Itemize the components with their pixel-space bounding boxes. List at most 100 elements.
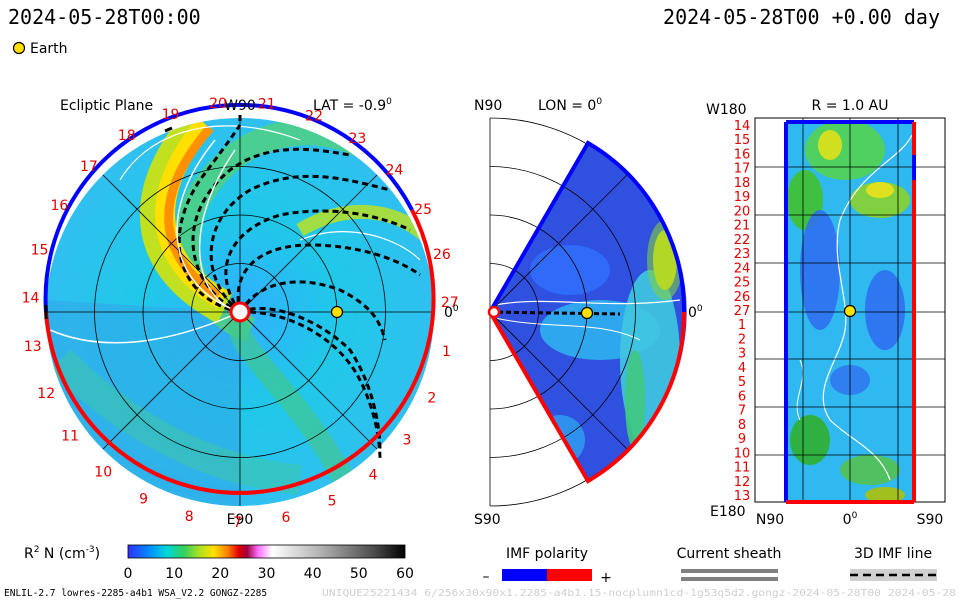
meridional-panel: N90 LON = 00 S90 00 bbox=[474, 97, 703, 528]
ecliptic-sector-labels: 20 21222324252627123456789101112131415161… bbox=[22, 96, 459, 531]
colorbar-tick-label: 30 bbox=[258, 566, 276, 582]
ecliptic-lat-label: LAT = -0.90 bbox=[313, 97, 392, 114]
radial-y-label: 8 bbox=[738, 418, 746, 433]
radial-y-label: 18 bbox=[734, 176, 751, 191]
ecliptic-sector-label: 22 bbox=[305, 109, 323, 125]
ecliptic-title: Ecliptic Plane bbox=[60, 98, 153, 114]
radial-y-label: 7 bbox=[738, 404, 746, 419]
ecliptic-sector-label: 15 bbox=[31, 242, 49, 258]
earth-marker-radial bbox=[843, 304, 857, 318]
ecliptic-bottom-label: E90 bbox=[227, 512, 254, 528]
imf-plus-label: + bbox=[600, 570, 612, 586]
ecliptic-sector-label: 16 bbox=[50, 198, 68, 214]
radial-y-label: 11 bbox=[734, 461, 751, 476]
ecliptic-sector-label: 7 bbox=[233, 515, 242, 531]
ecliptic-right-label: 00 bbox=[444, 304, 459, 321]
ecliptic-sector-label: 1 bbox=[442, 344, 451, 360]
imf-minus-label: – bbox=[483, 569, 490, 585]
meridional-right-label: 00 bbox=[688, 304, 703, 321]
radial-y-label: 27 bbox=[734, 304, 751, 319]
radial-r-label: R = 1.0 AU bbox=[812, 98, 889, 114]
ecliptic-sector-label: 2 bbox=[427, 390, 436, 406]
ecliptic-sector-label: 11 bbox=[61, 428, 79, 444]
current-sheath-title: Current sheath bbox=[677, 546, 782, 562]
earth-legend-label: Earth bbox=[30, 41, 68, 57]
radial-y-label: 5 bbox=[738, 375, 746, 390]
current-sheath-legend: Current sheath bbox=[677, 546, 782, 581]
radial-y-label: 20 bbox=[734, 204, 751, 219]
footer-left: ENLIL-2.7 lowres-2285-a4b1 WSA_V2.2 GONG… bbox=[4, 588, 267, 599]
ecliptic-sector-label: 26 bbox=[433, 247, 451, 263]
ecliptic-sector-label: 24 bbox=[385, 163, 403, 179]
radial-y-label: 21 bbox=[734, 219, 751, 234]
ecliptic-sector-label: 27 bbox=[441, 295, 459, 311]
ecliptic-sector-label: 10 bbox=[94, 464, 112, 480]
meridional-top-left: N90 bbox=[474, 98, 502, 114]
meridional-lon-label: LON = 00 bbox=[538, 97, 602, 114]
colorbar-tick-label: 50 bbox=[350, 566, 368, 582]
radial-y-label: 19 bbox=[734, 190, 751, 205]
imf-positive-swatch bbox=[547, 569, 592, 581]
radial-x-label-s90: S90 bbox=[917, 512, 944, 528]
imf-negative-swatch bbox=[502, 569, 547, 581]
earth-marker-ecliptic bbox=[330, 305, 344, 319]
radial-y-label: 25 bbox=[734, 276, 751, 291]
ecliptic-sector-label: 8 bbox=[185, 509, 194, 525]
radial-y-label: 15 bbox=[734, 133, 751, 148]
radial-y-label: 17 bbox=[734, 162, 751, 177]
imf-line-title: 3D IMF line bbox=[854, 546, 932, 562]
radial-y-label: 4 bbox=[738, 361, 746, 376]
radial-y-labels: 1415161718192021222324252627123456789101… bbox=[734, 119, 751, 504]
ecliptic-sector-label: 9 bbox=[139, 492, 148, 508]
radial-panel: W180 R = 1.0 AU E180 N90 00 S90 14151617… bbox=[706, 98, 946, 528]
colorbar-tick-label: 10 bbox=[165, 566, 183, 582]
colorbar-gradient bbox=[127, 544, 406, 559]
ecliptic-sector-label: 4 bbox=[369, 467, 378, 483]
colorbar-tick-label: 20 bbox=[211, 566, 229, 582]
radial-y-label: 22 bbox=[734, 233, 751, 248]
ecliptic-sector-label: 5 bbox=[328, 494, 337, 510]
earth-legend-icon bbox=[12, 41, 26, 55]
radial-y-label: 6 bbox=[738, 389, 746, 404]
imf-polarity-title: IMF polarity bbox=[506, 546, 588, 562]
ecliptic-sector-label: 21 bbox=[258, 97, 276, 113]
ecliptic-sector-label: 3 bbox=[403, 432, 412, 448]
header-right-timestamp: 2024-05-28T00 +0.00 day bbox=[663, 5, 940, 29]
ecliptic-sector-label: 14 bbox=[22, 290, 40, 306]
earth-marker-meridional bbox=[580, 306, 594, 320]
radial-y-label: 24 bbox=[734, 261, 751, 276]
radial-y-label: 12 bbox=[734, 475, 751, 490]
imf-polarity-legend: IMF polarity – + bbox=[483, 546, 612, 586]
radial-y-label: 3 bbox=[738, 347, 746, 362]
radial-y-label: 10 bbox=[734, 446, 751, 461]
ecliptic-sector-label: 19 bbox=[162, 107, 180, 123]
radial-y-label: 23 bbox=[734, 247, 751, 262]
ecliptic-sector-label: 18 bbox=[118, 128, 136, 144]
ecliptic-sector-label: 20 bbox=[209, 96, 227, 112]
colorbar-tick-label: 40 bbox=[304, 566, 322, 582]
radial-bottom-left: E180 bbox=[710, 504, 746, 520]
colorbar-label: R2 N (cm-3) bbox=[24, 545, 100, 562]
meridional-bottom-left: S90 bbox=[474, 512, 501, 528]
radial-y-label: 14 bbox=[734, 119, 751, 134]
radial-x-label-n90: N90 bbox=[756, 512, 784, 528]
radial-y-label: 9 bbox=[738, 432, 746, 447]
colorbar-tick-label: 0 bbox=[124, 566, 133, 582]
colorbar-ticks: 0 10 20 30 40 50 60 bbox=[124, 566, 414, 582]
ecliptic-sector-label: 13 bbox=[24, 339, 42, 355]
radial-x-label-0: 00 bbox=[843, 511, 858, 528]
sun-marker bbox=[229, 301, 251, 323]
ecliptic-sector-label: 12 bbox=[37, 386, 55, 402]
radial-y-label: 2 bbox=[738, 333, 746, 348]
header-left-timestamp: 2024-05-28T00:00 bbox=[8, 5, 201, 29]
imf-line-legend: 3D IMF line bbox=[850, 546, 937, 581]
radial-y-label: 16 bbox=[734, 148, 751, 163]
ecliptic-panel: Ecliptic Plane LAT = -0.90 W90 E90 00 20… bbox=[22, 96, 459, 531]
ecliptic-sector-label: 6 bbox=[282, 510, 291, 526]
radial-y-label: 13 bbox=[734, 489, 751, 504]
ecliptic-top-label: W90 bbox=[224, 98, 256, 114]
ecliptic-sector-label: 17 bbox=[80, 159, 98, 175]
colorbar: R2 N (cm-3) 0 10 20 30 40 50 60 bbox=[24, 544, 414, 582]
radial-y-label: 1 bbox=[738, 318, 746, 333]
